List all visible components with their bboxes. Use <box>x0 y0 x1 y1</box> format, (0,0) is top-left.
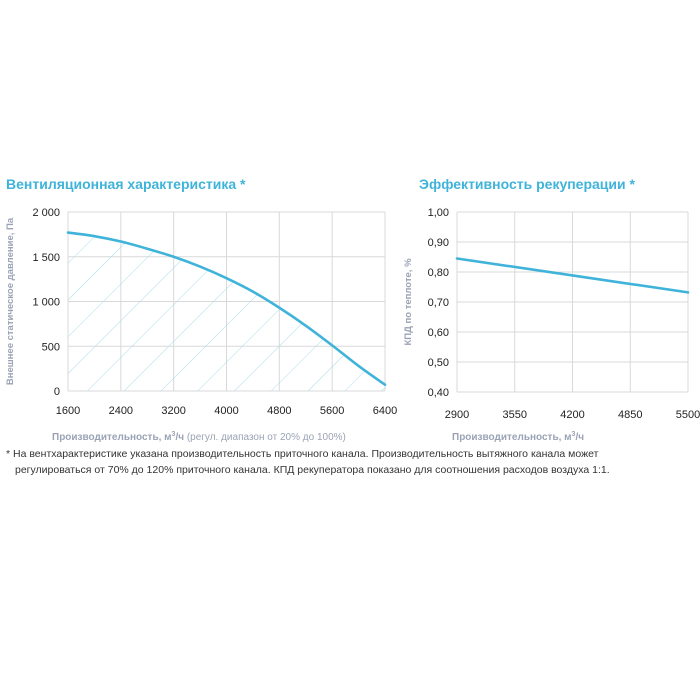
y-tick-label: 0,50 <box>428 357 449 369</box>
x-tick-label: 2400 <box>109 405 133 417</box>
y-tick-label: 1 000 <box>32 297 60 309</box>
hatched-area <box>68 232 385 391</box>
footnote-line-1: * На вентхарактеристике указана производ… <box>6 448 599 460</box>
chart2-title: Эффективность рекуперации * <box>419 176 635 192</box>
x-tick-label: 3200 <box>161 405 185 417</box>
y-tick-label: 2 000 <box>32 207 60 219</box>
x-tick-label: 6400 <box>373 405 397 417</box>
x-tick-label: 5600 <box>320 405 344 417</box>
y-axis-label: Внешнее статическое давление, Па <box>5 217 16 385</box>
y-tick-label: 0,80 <box>428 267 449 279</box>
footnote: * На вентхарактеристике указана производ… <box>6 446 696 478</box>
y-tick-label: 1,00 <box>428 207 449 219</box>
y-tick-label: 0,60 <box>428 327 449 339</box>
y-tick-label: 1 500 <box>32 252 60 264</box>
x-tick-label: 3550 <box>503 409 527 421</box>
x-tick-label: 4000 <box>214 405 238 417</box>
y-axis-label: КПД по теплоте, % <box>403 258 414 346</box>
y-tick-label: 500 <box>42 341 60 353</box>
footnote-line-2: регулироваться от 70% до 120% приточного… <box>15 464 610 476</box>
x-tick-label: 4200 <box>560 409 584 421</box>
series-line <box>455 257 690 294</box>
ventilation-chart: 0 500 1 000 1 500 2 000 1600 2400 3200 4000 4800 5… <box>5 207 397 443</box>
y-tick-label: 0,40 <box>428 387 449 399</box>
chart1-title: Вентиляционная характеристика * <box>6 176 246 192</box>
x-tick-label: 4850 <box>618 409 642 421</box>
y-tick-label: 0 <box>54 386 60 398</box>
x-axis-label: Производительность, м3/ч <box>452 431 584 443</box>
y-tick-label: 0,70 <box>428 297 449 309</box>
x-tick-label: 5500 <box>676 409 700 421</box>
y-tick-label: 0,90 <box>428 237 449 249</box>
x-tick-label: 1600 <box>56 405 80 417</box>
x-tick-label: 2900 <box>445 409 469 421</box>
x-axis-label: Производительность, м3/ч (регул. диапазо… <box>52 431 346 443</box>
recuperation-chart: 0,40 0,50 0,60 0,70 0,80 0,90 1,00 2900 3550 4200… <box>403 207 700 443</box>
x-tick-label: 4800 <box>267 405 291 417</box>
